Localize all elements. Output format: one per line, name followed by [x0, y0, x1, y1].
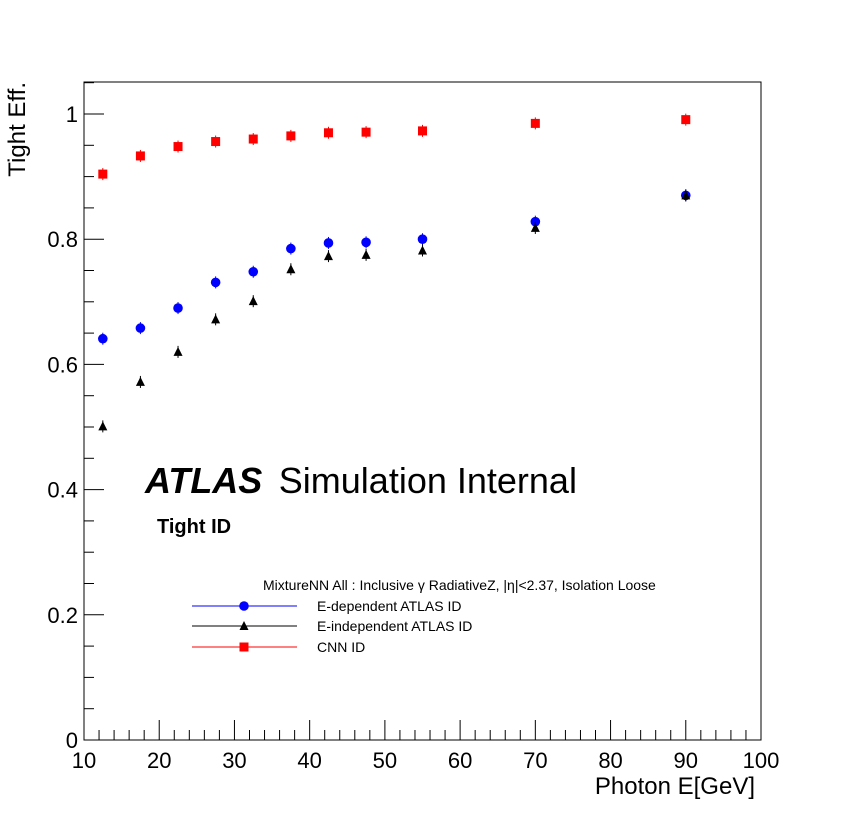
- legend-marker: [239, 642, 249, 652]
- legend-header: MixtureNN All : Inclusive γ RadiativeZ, …: [263, 577, 656, 593]
- y-tick-label: 0.2: [47, 603, 78, 628]
- data-point: [361, 237, 371, 248]
- data-point: [286, 131, 296, 141]
- data-point: [681, 115, 691, 125]
- legend: E-dependent ATLAS ID E-independent ATLAS …: [192, 598, 472, 655]
- x-axis-ticks: 10 20 30 40 50 60 70 80 90 100: [72, 720, 780, 773]
- data-point: [361, 127, 371, 137]
- data-point: [323, 238, 334, 248]
- x-tick-label: 100: [743, 748, 780, 773]
- data-point: [417, 234, 428, 244]
- data-point: [98, 421, 108, 431]
- y-tick-label: 0.4: [47, 478, 78, 503]
- data-point: [98, 333, 108, 344]
- x-tick-label: 80: [598, 748, 622, 773]
- data-point: [210, 277, 221, 288]
- x-axis-title: Photon E[GeV]: [595, 773, 755, 800]
- y-axis-ticks: 0 0.2 0.4 0.6 0.8 1: [47, 82, 104, 753]
- data-point: [418, 245, 427, 255]
- data-point: [286, 264, 296, 274]
- plot-frame: [83, 81, 762, 741]
- x-tick-label: 90: [674, 748, 698, 773]
- series-triangle: [98, 189, 691, 433]
- x-tick-label: 40: [297, 748, 321, 773]
- data-point: [530, 216, 541, 227]
- y-tick-label: 0: [66, 728, 78, 753]
- y-tick-label: 0.8: [47, 227, 78, 252]
- data-point: [173, 142, 183, 152]
- legend-label: E-independent ATLAS ID: [317, 618, 472, 634]
- data-point: [248, 296, 258, 306]
- x-tick-label: 60: [448, 748, 472, 773]
- data-point: [248, 134, 258, 144]
- data-marks: [98, 113, 691, 433]
- data-point: [135, 376, 145, 386]
- data-point: [681, 190, 691, 200]
- data-point: [135, 323, 146, 333]
- data-point: [323, 128, 333, 138]
- x-tick-label: 50: [373, 748, 397, 773]
- x-tick-label: 20: [147, 748, 171, 773]
- series-circle: [98, 189, 691, 345]
- x-tick-label: 70: [523, 748, 547, 773]
- legend-marker: [239, 621, 249, 630]
- y-tick-label: 1: [66, 102, 78, 127]
- legend-label: E-dependent ATLAS ID: [317, 598, 462, 614]
- atlas-label: ATLAS Simulation Internal: [144, 460, 577, 501]
- legend-marker: [239, 601, 249, 611]
- y-axis-title: Tight Eff.: [4, 82, 31, 177]
- data-point: [211, 314, 221, 324]
- data-point: [286, 243, 296, 254]
- data-point: [248, 266, 259, 277]
- data-point: [530, 222, 540, 232]
- data-point: [135, 151, 145, 161]
- data-point: [530, 118, 540, 128]
- series-square: [98, 113, 691, 181]
- y-tick-label: 0.6: [47, 352, 78, 377]
- data-point: [361, 249, 371, 259]
- data-point: [173, 303, 183, 313]
- atlas-label-rest: Simulation Internal: [279, 460, 577, 501]
- data-point: [98, 169, 108, 179]
- data-point: [323, 251, 333, 261]
- x-tick-label: 30: [222, 748, 246, 773]
- data-point: [173, 346, 183, 356]
- tight-id-label: Tight ID: [157, 516, 231, 538]
- data-point: [418, 126, 427, 136]
- data-point: [211, 137, 221, 147]
- legend-label: CNN ID: [317, 639, 365, 655]
- x-tick-label: 10: [72, 748, 96, 773]
- atlas-label-bold: ATLAS: [144, 460, 262, 501]
